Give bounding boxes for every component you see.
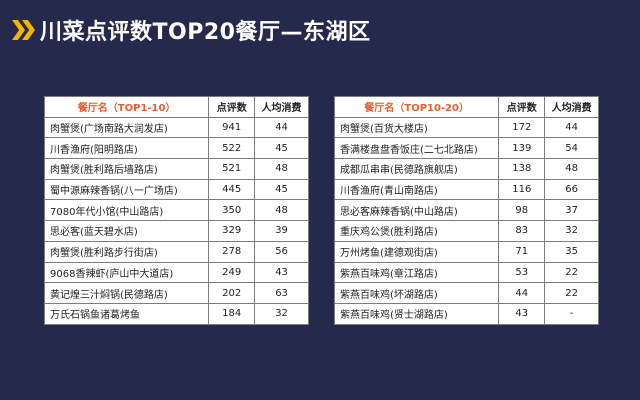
restaurant-name-cell: 川香渔府(青山南路店) (333, 178, 500, 201)
restaurant-name-cell: 香满楼盘盘香饭庄(二七北路店) (333, 137, 500, 160)
avg-spend-cell: 22 (544, 261, 599, 284)
avg-spend-cell: 43 (254, 261, 309, 284)
table-row: 紫燕百味鸡(坏湖路店) 44 22 (333, 282, 599, 304)
table-row: 万州烤鱼(建德观街店) 71 35 (333, 240, 599, 263)
title-bar: 川菜点评数TOP20餐厅—东湖区 (12, 14, 370, 46)
review-count-cell: 521 (208, 158, 256, 180)
restaurant-name-cell: 重庆鸡公煲(胜利路店) (333, 220, 500, 242)
column-header-avg-spend: 人均消费 (254, 96, 309, 118)
table-row: 香满楼盘盘香饭庄(二七北路店) 139 54 (333, 137, 599, 160)
table-header-row: 餐厅名（TOP10-20） 点评数 人均消费 (333, 96, 599, 118)
restaurant-name-cell: 万州烤鱼(建德观街店) (333, 240, 500, 263)
table-row: 肉蟹煲(胜利路后墙路店) 521 48 (43, 158, 309, 180)
table-row: 黄记煌三汁焖锅(民德路店) 202 63 (43, 282, 309, 304)
column-header-reviews: 点评数 (208, 96, 256, 118)
column-header-restaurant: 餐厅名（TOP10-20） (333, 96, 500, 118)
avg-spend-cell: 45 (254, 137, 309, 160)
review-count-cell: 43 (498, 302, 546, 325)
review-count-cell: 329 (208, 220, 256, 242)
table-row: 紫燕百味鸡(贤士湖路店) 43- (333, 302, 599, 325)
restaurant-name-cell: 肉蟹煲(胜利路步行街店) (43, 240, 210, 263)
review-count-cell: 172 (498, 116, 546, 139)
review-count-cell: 83 (498, 220, 546, 242)
table-row: 肉蟹煲(百货大楼店) 172 44 (333, 116, 599, 139)
restaurant-name-cell: 7080年代小馆(中山路店) (43, 199, 210, 222)
table-row: 9068香辣虾(庐山中大道店) 249 43 (43, 261, 309, 284)
avg-spend-cell: - (544, 302, 599, 325)
review-count-cell: 98 (498, 199, 546, 222)
table-row: 肉蟹煲(胜利路步行街店) 278 56 (43, 240, 309, 263)
table-row: 川香渔府(阳明路店) 522 45 (43, 137, 309, 160)
table-row: 万氏石锅鱼诸葛烤鱼 184 32 (43, 302, 309, 325)
table-row: 川香渔府(青山南路店) 116 66 (333, 178, 599, 201)
restaurant-name-cell: 成都瓜串串(民德路旗舰店) (333, 158, 500, 180)
avg-spend-cell: 48 (254, 199, 309, 222)
avg-spend-cell: 56 (254, 240, 309, 263)
avg-spend-cell: 44 (254, 116, 309, 139)
avg-spend-cell: 45 (254, 178, 309, 201)
avg-spend-cell: 32 (544, 220, 599, 242)
ranking-table-top10-20: 餐厅名（TOP10-20） 点评数 人均消费 肉蟹煲(百货大楼店) 172 44 香满… (333, 96, 599, 325)
restaurant-name-cell: 黄记煌三汁焖锅(民德路店) (43, 282, 210, 304)
avg-spend-cell: 32 (254, 302, 309, 325)
restaurant-name-cell: 肉蟹煲(胜利路后墙路店) (43, 158, 210, 180)
restaurant-name-cell: 紫燕百味鸡(章江路店) (333, 261, 500, 284)
restaurant-name-cell: 思必客麻辣香锅(中山路店) (333, 199, 500, 222)
restaurant-name-cell: 紫燕百味鸡(坏湖路店) (333, 282, 500, 304)
column-header-restaurant: 餐厅名（TOP1-10） (43, 96, 210, 118)
avg-spend-cell: 22 (544, 282, 599, 304)
avg-spend-cell: 63 (254, 282, 309, 304)
review-count-cell: 249 (208, 261, 256, 284)
avg-spend-cell: 48 (254, 158, 309, 180)
column-header-avg-spend: 人均消费 (544, 96, 599, 118)
table-row: 思必客(蓝天碧水店) 329 39 (43, 220, 309, 242)
table-row: 紫燕百味鸡(章江路店) 53 22 (333, 261, 599, 284)
chevron-right-icon (12, 20, 35, 40)
review-count-cell: 445 (208, 178, 256, 201)
restaurant-name-cell: 紫燕百味鸡(贤士湖路店) (333, 302, 500, 325)
restaurant-name-cell: 肉蟹煲(百货大楼店) (333, 116, 500, 139)
avg-spend-cell: 48 (544, 158, 599, 180)
review-count-cell: 53 (498, 261, 546, 284)
avg-spend-cell: 54 (544, 137, 599, 160)
avg-spend-cell: 39 (254, 220, 309, 242)
restaurant-name-cell: 肉蟹煲(广场南路大润发店) (43, 116, 210, 139)
review-count-cell: 138 (498, 158, 546, 180)
avg-spend-cell: 37 (544, 199, 599, 222)
page-title: 川菜点评数TOP20餐厅—东湖区 (40, 20, 371, 45)
review-count-cell: 522 (208, 137, 256, 160)
table-row: 思必客麻辣香锅(中山路店) 98 37 (333, 199, 599, 222)
review-count-cell: 350 (208, 199, 256, 222)
restaurant-name-cell: 蜀中源麻辣香锅(八一广场店) (43, 178, 210, 201)
review-count-cell: 278 (208, 240, 256, 263)
review-count-cell: 202 (208, 282, 256, 304)
table-row: 成都瓜串串(民德路旗舰店) 138 48 (333, 158, 599, 180)
restaurant-name-cell: 万氏石锅鱼诸葛烤鱼 (43, 302, 210, 325)
review-count-cell: 184 (208, 302, 256, 325)
table-row: 肉蟹煲(广场南路大润发店) 941 44 (43, 116, 309, 139)
review-count-cell: 139 (498, 137, 546, 160)
table-row: 重庆鸡公煲(胜利路店) 83 32 (333, 220, 599, 242)
table-row: 蜀中源麻辣香锅(八一广场店) 445 45 (43, 178, 309, 201)
avg-spend-cell: 44 (544, 116, 599, 139)
restaurant-name-cell: 思必客(蓝天碧水店) (43, 220, 210, 242)
table-header-row: 餐厅名（TOP1-10） 点评数 人均消费 (43, 96, 309, 118)
review-count-cell: 44 (498, 282, 546, 304)
review-count-cell: 116 (498, 178, 546, 201)
avg-spend-cell: 35 (544, 240, 599, 263)
restaurant-name-cell: 9068香辣虾(庐山中大道店) (43, 261, 210, 284)
ranking-table-top1-10: 餐厅名（TOP1-10） 点评数 人均消费 肉蟹煲(广场南路大润发店) 941 44… (43, 96, 309, 325)
column-header-reviews: 点评数 (498, 96, 546, 118)
review-count-cell: 941 (208, 116, 256, 139)
table-row: 7080年代小馆(中山路店) 350 48 (43, 199, 309, 222)
review-count-cell: 71 (498, 240, 546, 263)
avg-spend-cell: 66 (544, 178, 599, 201)
restaurant-name-cell: 川香渔府(阳明路店) (43, 137, 210, 160)
